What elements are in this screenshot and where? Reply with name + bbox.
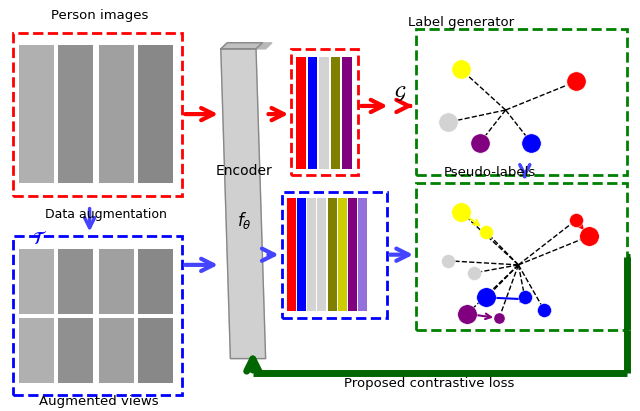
- FancyBboxPatch shape: [99, 318, 134, 383]
- FancyBboxPatch shape: [19, 45, 54, 183]
- FancyBboxPatch shape: [342, 57, 352, 169]
- FancyBboxPatch shape: [58, 249, 93, 314]
- Text: Data augmentation: Data augmentation: [45, 208, 166, 221]
- FancyBboxPatch shape: [58, 318, 93, 383]
- FancyBboxPatch shape: [19, 249, 54, 314]
- FancyBboxPatch shape: [138, 318, 173, 383]
- Text: $\mathcal{G}$: $\mathcal{G}$: [394, 85, 406, 103]
- FancyBboxPatch shape: [338, 199, 347, 311]
- Text: $\mathcal{T}$: $\mathcal{T}$: [32, 230, 47, 248]
- FancyBboxPatch shape: [331, 57, 340, 169]
- FancyBboxPatch shape: [58, 45, 93, 183]
- Polygon shape: [221, 49, 266, 358]
- FancyBboxPatch shape: [297, 199, 306, 311]
- FancyBboxPatch shape: [317, 199, 326, 311]
- FancyBboxPatch shape: [138, 249, 173, 314]
- FancyBboxPatch shape: [296, 57, 306, 169]
- FancyBboxPatch shape: [358, 199, 367, 311]
- Text: Pseudo-labels: Pseudo-labels: [444, 166, 536, 179]
- Text: Proposed contrastive loss: Proposed contrastive loss: [344, 377, 514, 390]
- FancyBboxPatch shape: [19, 318, 54, 383]
- Text: Person images: Person images: [51, 9, 148, 23]
- Text: Encoder: Encoder: [216, 164, 273, 178]
- FancyBboxPatch shape: [287, 199, 296, 311]
- FancyBboxPatch shape: [328, 199, 337, 311]
- FancyBboxPatch shape: [348, 199, 357, 311]
- Text: Label generator: Label generator: [408, 16, 514, 29]
- FancyBboxPatch shape: [99, 45, 134, 183]
- Polygon shape: [221, 43, 262, 49]
- FancyBboxPatch shape: [138, 45, 173, 183]
- FancyBboxPatch shape: [319, 57, 329, 169]
- Text: Augmented views: Augmented views: [40, 395, 159, 408]
- FancyBboxPatch shape: [308, 57, 317, 169]
- Polygon shape: [256, 43, 272, 49]
- FancyBboxPatch shape: [99, 249, 134, 314]
- Text: $f_{\theta}$: $f_{\theta}$: [237, 210, 252, 231]
- FancyBboxPatch shape: [307, 199, 316, 311]
